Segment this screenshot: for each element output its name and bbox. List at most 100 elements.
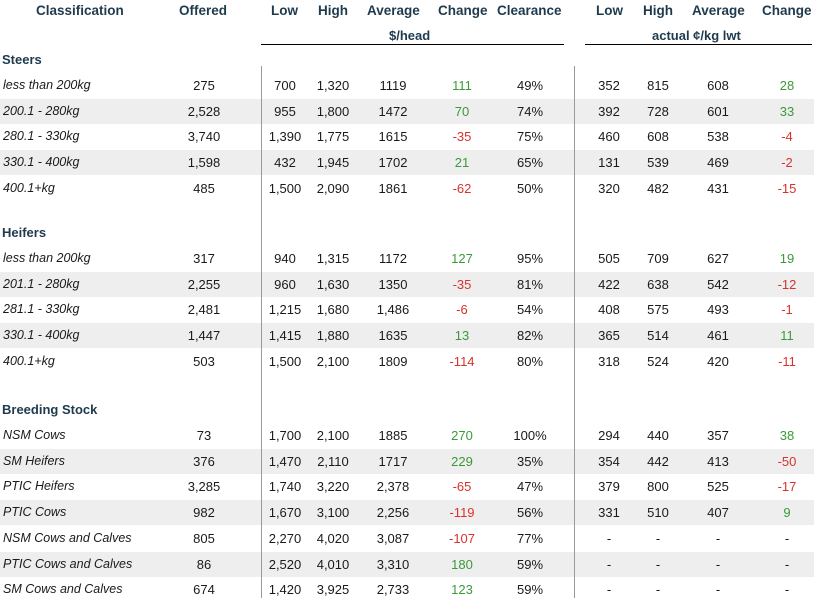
table-row: PTIC Heifers 3,285 1,740 3,220 2,378 -65 47% 37… xyxy=(0,474,814,499)
cell-high: 1,680 xyxy=(316,302,350,318)
table-row: 330.1 - 400kg 1,447 1,415 1,880 1635 13 82% 365… xyxy=(0,323,814,349)
cell-high: 4,010 xyxy=(316,556,350,572)
table-row: 400.1+kg 485 1,500 2,090 1861 -62 50% 320 482 431… xyxy=(0,176,814,201)
cell-offered: 674 xyxy=(193,582,215,598)
cell-change: 123 xyxy=(451,582,473,598)
row-label: less than 200kg xyxy=(3,251,91,265)
header-classification: Classification xyxy=(36,3,124,18)
cell-low: 1,500 xyxy=(268,180,302,196)
header-low: Low xyxy=(271,3,298,18)
cell-high2: 440 xyxy=(647,428,669,443)
cell-offered: 2,481 xyxy=(187,302,221,318)
header-rule-head xyxy=(261,44,564,45)
row-label: 400.1+kg xyxy=(3,180,55,195)
cell-low2: 331 xyxy=(598,505,620,521)
cell-low2: 354 xyxy=(598,453,620,469)
cell-low2: 352 xyxy=(598,78,620,93)
cell-low: 1,470 xyxy=(268,453,302,469)
cell-high: 3,100 xyxy=(316,505,350,521)
cell-change2: -2 xyxy=(781,155,793,171)
cell-high2: 539 xyxy=(647,155,669,171)
cell-avg: 2,378 xyxy=(376,479,410,495)
cell-change2: - xyxy=(784,530,790,546)
cell-change: 13 xyxy=(454,328,470,344)
header-low-lwt: Low xyxy=(596,3,623,18)
header-change-lwt: Change xyxy=(762,3,812,18)
table-row: 400.1+kg 503 1,500 2,100 1809 -114 80% 318 524 42… xyxy=(0,349,814,374)
cell-offered: 3,285 xyxy=(187,479,221,495)
cell-low: 700 xyxy=(274,78,296,93)
cell-high: 1,800 xyxy=(316,103,350,119)
cell-clearance: 75% xyxy=(516,129,544,145)
cell-avg: 1172 xyxy=(379,251,407,266)
cell-change: -62 xyxy=(452,180,472,196)
table-row: 281.1 - 330kg 2,481 1,215 1,680 1,486 -6 54% 40… xyxy=(0,297,814,322)
cell-clearance: 77% xyxy=(516,530,544,546)
cell-high: 1,320 xyxy=(316,78,350,93)
cell-low: 960 xyxy=(274,276,296,292)
cell-change2: - xyxy=(784,582,790,598)
header-rule-lwt xyxy=(585,44,812,45)
cell-avg2: 493 xyxy=(707,302,729,318)
cell-avg: 1,486 xyxy=(376,302,410,318)
cell-avg2: 538 xyxy=(707,129,729,145)
cell-high2: - xyxy=(655,556,661,572)
cell-low: 432 xyxy=(274,155,296,171)
cell-change: 70 xyxy=(454,103,470,119)
cell-avg2: 461 xyxy=(707,328,729,344)
cell-change2: -12 xyxy=(777,276,797,292)
cell-high: 2,110 xyxy=(317,453,349,469)
unit-lwt: actual ¢/kg lwt xyxy=(652,28,741,43)
cell-clearance: 35% xyxy=(516,453,544,469)
cell-avg2: 469 xyxy=(707,155,729,171)
cell-change2: -4 xyxy=(781,129,793,145)
cell-offered: 503 xyxy=(193,353,215,369)
row-label: 330.1 - 400kg xyxy=(3,328,80,343)
cell-low2: 408 xyxy=(598,302,620,318)
cell-offered: 376 xyxy=(193,453,215,469)
cell-high2: 482 xyxy=(647,180,669,196)
cell-low: 1,700 xyxy=(268,428,302,443)
row-label: PTIC Heifers xyxy=(3,479,75,494)
row-label: NSM Cows and Calves xyxy=(3,530,132,545)
cell-clearance: 49% xyxy=(516,78,544,93)
cell-low: 2,520 xyxy=(268,556,302,572)
table-row: 280.1 - 330kg 3,740 1,390 1,775 1615 -35 75% 46… xyxy=(0,124,814,149)
cell-avg2: 542 xyxy=(707,276,729,292)
cell-change: 111 xyxy=(452,78,472,93)
cell-offered: 1,447 xyxy=(187,328,221,344)
cell-high: 2,100 xyxy=(316,353,350,369)
cell-low2: 294 xyxy=(598,428,620,443)
cell-high: 1,630 xyxy=(316,276,350,292)
cell-avg: 3,087 xyxy=(376,530,410,546)
cell-clearance: 82% xyxy=(516,328,544,344)
cell-change2: -15 xyxy=(777,180,797,196)
cell-low: 2,270 xyxy=(268,530,302,546)
cell-high2: 575 xyxy=(647,302,669,318)
cell-high: 3,220 xyxy=(316,479,350,495)
cell-offered: 805 xyxy=(193,530,215,546)
cell-avg: 1809 xyxy=(378,353,408,369)
cell-low2: 460 xyxy=(598,129,620,145)
cell-change: -35 xyxy=(452,129,472,145)
cell-change2: -11 xyxy=(778,353,796,369)
cell-avg2: 601 xyxy=(707,103,729,119)
header-clearance: Clearance xyxy=(497,3,562,18)
row-label: less than 200kg xyxy=(3,78,91,92)
cell-offered: 982 xyxy=(193,505,215,521)
table-row: less than 200kg 275 700 1,320 1119 111 49% 352 8… xyxy=(0,73,814,98)
section-title: Breeding Stock xyxy=(2,402,98,417)
cell-change: 180 xyxy=(451,556,473,572)
cell-offered: 317 xyxy=(193,251,215,266)
cell-avg: 2,733 xyxy=(376,582,410,598)
cell-low2: 392 xyxy=(598,103,620,119)
cell-high: 3,925 xyxy=(316,582,350,598)
cell-low2: 320 xyxy=(598,180,620,196)
cell-change2: - xyxy=(784,556,790,572)
cell-change2: 38 xyxy=(779,428,795,443)
cell-clearance: 100% xyxy=(513,428,547,443)
row-label: 200.1 - 280kg xyxy=(3,103,80,118)
header-change: Change xyxy=(438,3,488,18)
cell-offered: 3,740 xyxy=(187,129,221,145)
row-label: SM Heifers xyxy=(3,453,65,468)
